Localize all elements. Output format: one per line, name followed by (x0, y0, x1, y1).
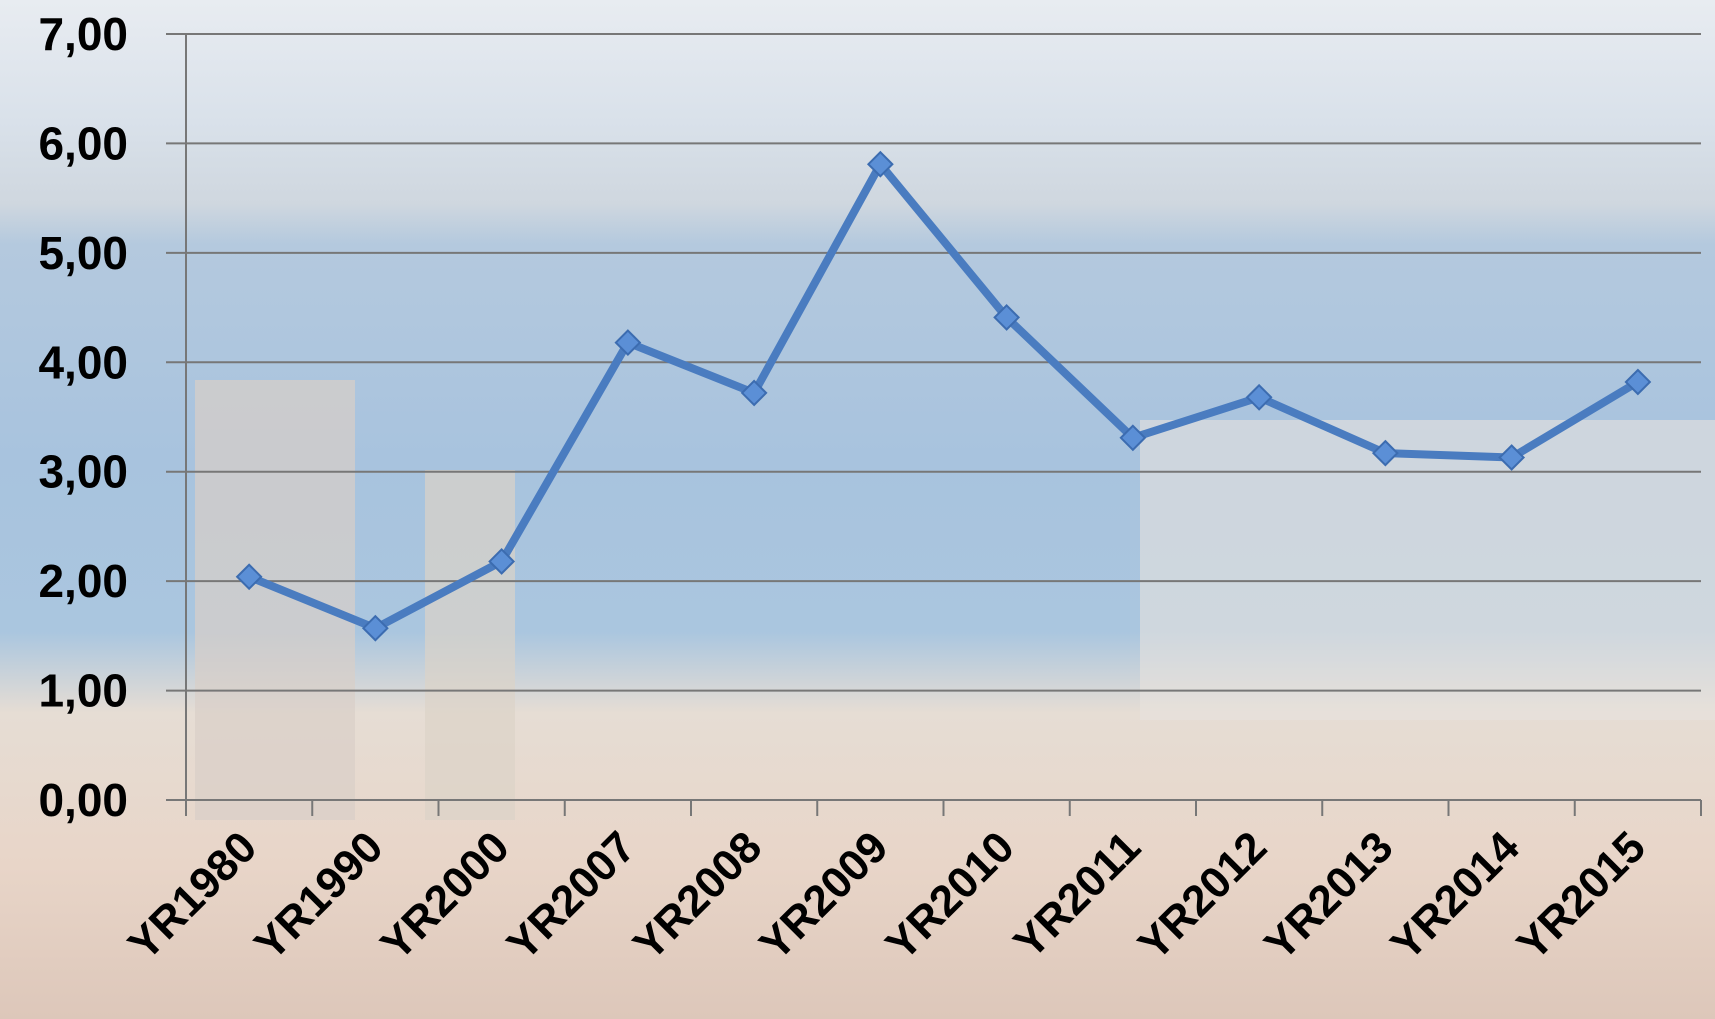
chart: 0,001,002,003,004,005,006,007,00YR1980YR… (0, 0, 1715, 1019)
y-tick-label: 5,00 (38, 227, 128, 279)
buildings (1140, 420, 1715, 720)
y-tick-label: 0,00 (38, 774, 128, 826)
y-tick-label: 3,00 (38, 446, 128, 498)
tower (425, 470, 515, 820)
y-tick-label: 6,00 (38, 117, 128, 169)
y-tick-label: 4,00 (38, 336, 128, 388)
y-tick-label: 2,00 (38, 555, 128, 607)
tower (195, 380, 355, 820)
y-tick-label: 7,00 (38, 8, 128, 60)
y-tick-label: 1,00 (38, 665, 128, 717)
page: 0,001,002,003,004,005,006,007,00YR1980YR… (0, 0, 1715, 1019)
